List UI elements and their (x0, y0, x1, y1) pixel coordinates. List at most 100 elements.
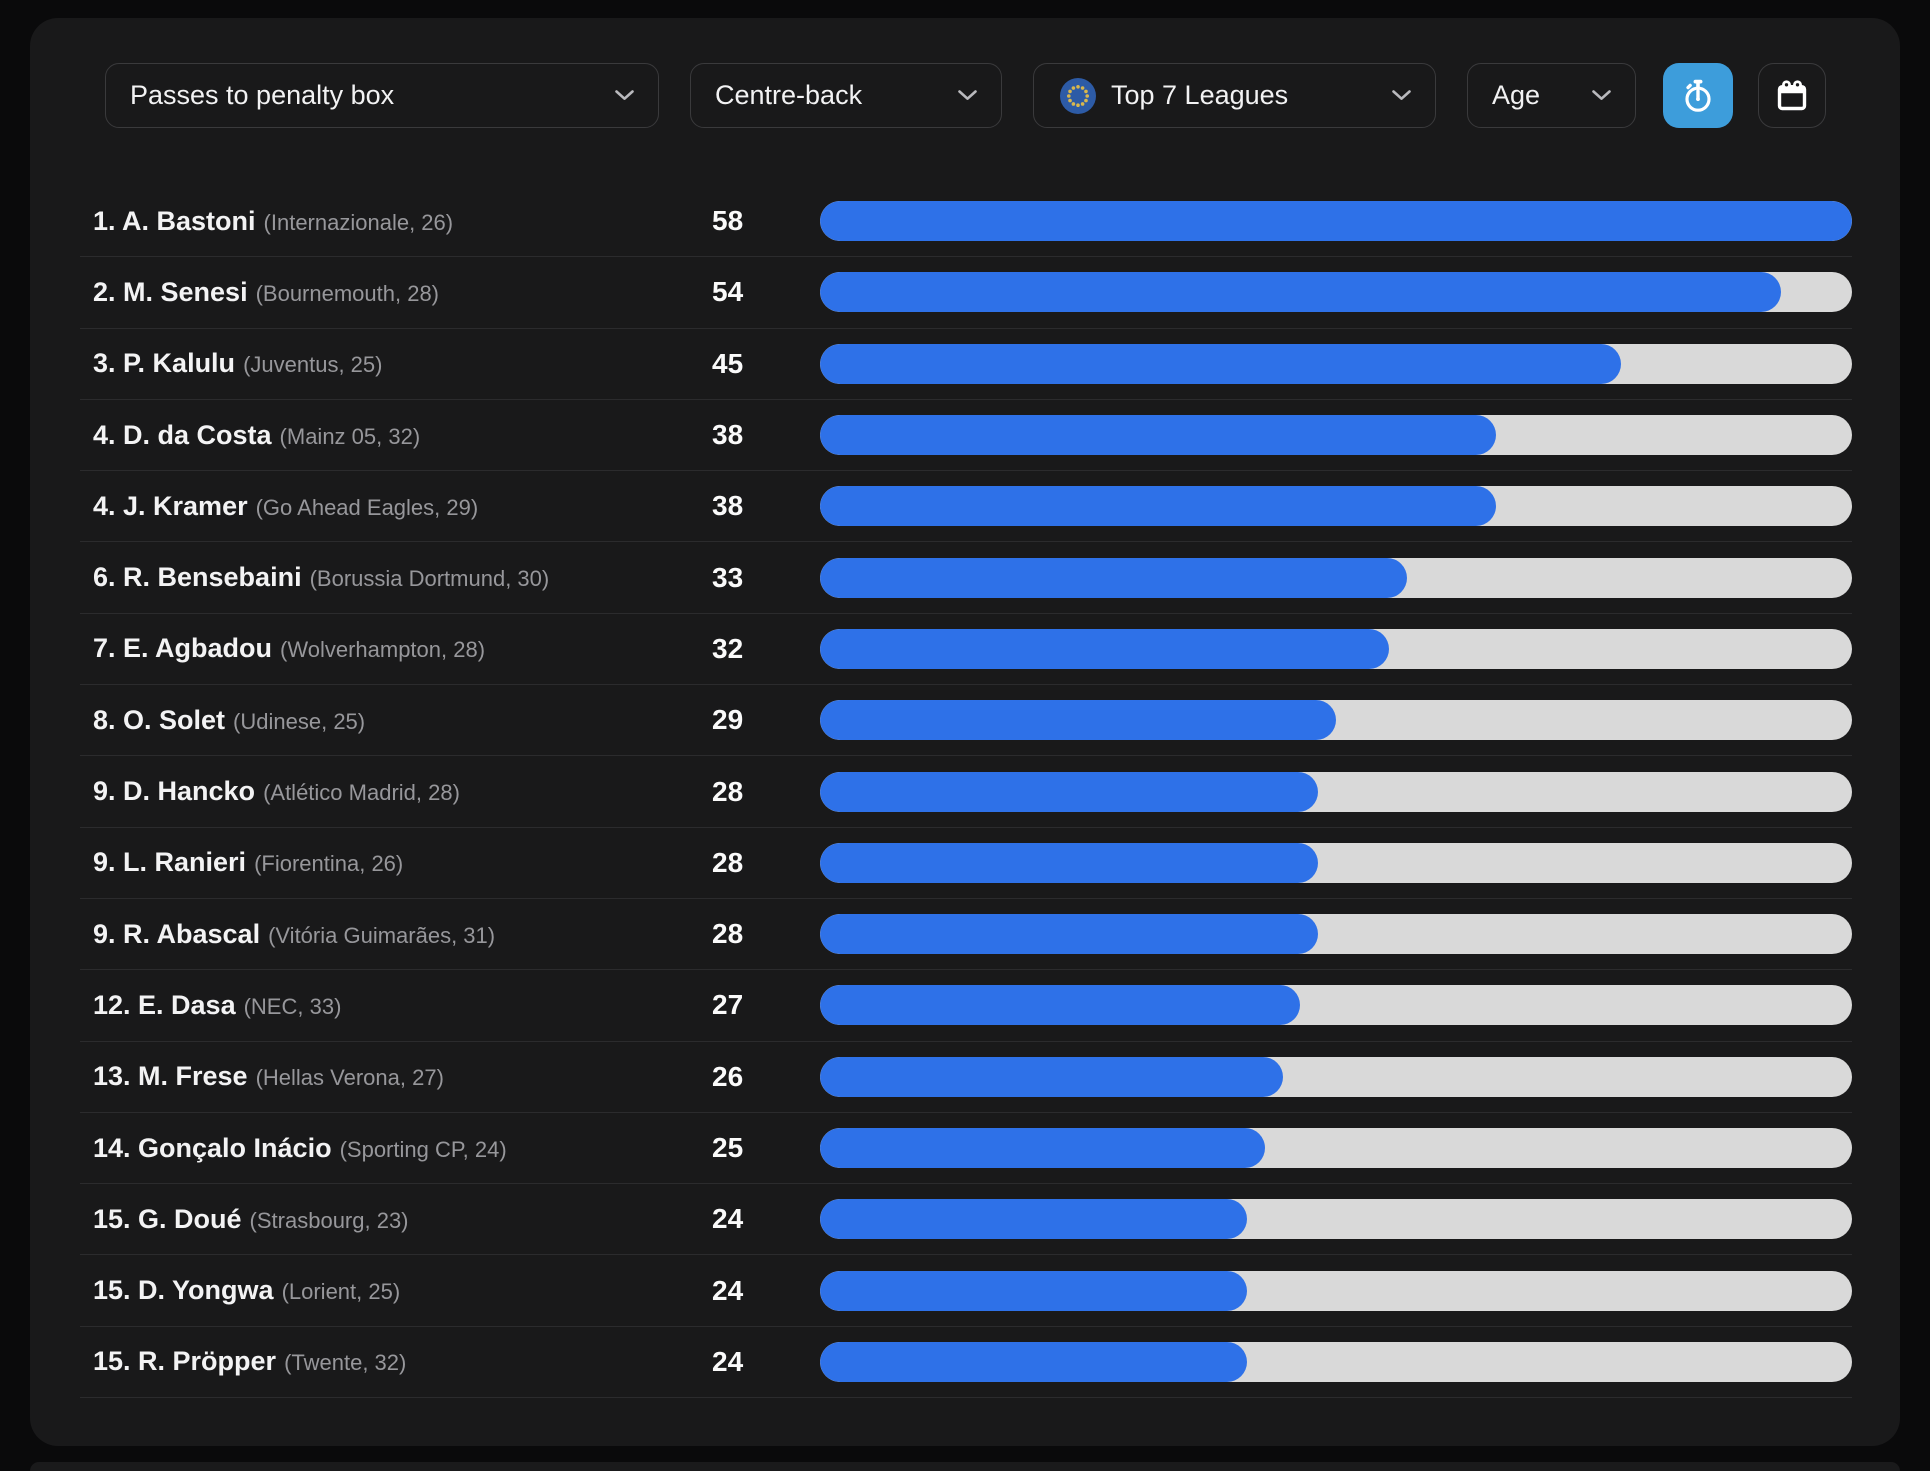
player-bar (820, 771, 1852, 812)
player-club-age: (Wolverhampton, 28) (280, 637, 486, 663)
player-rank-name: 15. R. Pröpper (93, 1346, 277, 1377)
player-label: 1. A. Bastoni (Internazionale, 26) (80, 206, 712, 237)
player-bar (820, 1199, 1852, 1240)
player-value: 54 (712, 276, 744, 308)
player-rank-name: 15. G. Doué (93, 1203, 242, 1234)
chevron-down-icon (1592, 90, 1611, 100)
player-label: 7. E. Agbadou (Wolverhampton, 28) (80, 633, 712, 664)
player-label: 9. R. Abascal (Vitória Guimarães, 31) (80, 919, 712, 950)
player-rank-name: 13. M. Frese (93, 1061, 248, 1092)
next-card-edge (30, 1462, 1900, 1471)
player-bar (820, 343, 1852, 384)
player-value: 24 (712, 1203, 744, 1235)
player-club-age: (Twente, 32) (284, 1350, 407, 1376)
player-value: 45 (712, 347, 744, 379)
player-value: 24 (712, 1345, 744, 1377)
player-label: 13. M. Frese (Hellas Verona, 27) (80, 1061, 712, 1092)
player-bar (820, 557, 1852, 598)
player-bar (820, 842, 1852, 883)
player-club-age: (Hellas Verona, 27) (255, 1065, 444, 1091)
player-label: 15. R. Pröpper (Twente, 32) (80, 1346, 712, 1377)
player-row[interactable]: 8. O. Solet (Udinese, 25) 29 (80, 685, 1852, 757)
player-value: 25 (712, 1132, 744, 1163)
player-label: 3. P. Kalulu (Juventus, 25) (80, 348, 712, 379)
player-row[interactable]: 9. D. Hancko (Atlético Madrid, 28) 28 (80, 756, 1852, 828)
stats-panel: Passes to penalty box Centre-back (30, 18, 1900, 1446)
player-bar-fill (820, 628, 1390, 669)
player-row[interactable]: 9. R. Abascal (Vitória Guimarães, 31) 28 (80, 899, 1852, 971)
player-rank-name: 2. M. Senesi (93, 276, 248, 307)
position-dropdown-label: Centre-back (715, 80, 863, 110)
player-row[interactable]: 4. D. da Costa (Mainz 05, 32) 38 (80, 400, 1852, 472)
player-bar-fill (820, 1128, 1265, 1168)
player-club-age: (Juventus, 25) (243, 352, 383, 378)
player-row[interactable]: 15. R. Pröpper (Twente, 32) 24 (80, 1327, 1852, 1399)
player-bar-fill (820, 201, 1852, 242)
player-value: 38 (712, 419, 744, 451)
player-bar-fill (820, 842, 1319, 883)
player-row[interactable]: 12. E. Dasa (NEC, 33) 27 (80, 970, 1852, 1042)
player-row[interactable]: 14. Gonçalo Inácio (Sporting CP, 24) 25 (80, 1113, 1852, 1185)
player-rank-name: 9. R. Abascal (93, 918, 261, 949)
player-bar-fill (820, 1270, 1248, 1311)
player-bar (820, 415, 1852, 456)
player-value: 24 (712, 1274, 744, 1306)
player-row[interactable]: 2. M. Senesi (Bournemouth, 28) 54 (80, 257, 1852, 329)
player-label: 9. L. Ranieri (Fiorentina, 26) (80, 847, 712, 878)
player-club-age: (Sporting CP, 24) (339, 1136, 507, 1162)
player-club-age: (Internazionale, 26) (263, 209, 454, 235)
player-rank-name: 14. Gonçalo Inácio (93, 1132, 332, 1163)
player-bar-fill (820, 343, 1621, 384)
player-value: 27 (712, 989, 744, 1021)
player-bar-fill (820, 1199, 1248, 1240)
player-bar-fill (820, 914, 1319, 955)
league-dropdown-label: Top 7 Leagues (1111, 80, 1289, 110)
player-bar (820, 486, 1852, 527)
player-row[interactable]: 13. M. Frese (Hellas Verona, 27) 26 (80, 1042, 1852, 1113)
player-row[interactable]: 9. L. Ranieri (Fiorentina, 26) 28 (80, 828, 1852, 899)
metric-dropdown[interactable]: Passes to penalty box (105, 63, 659, 128)
player-bar-fill (820, 272, 1781, 313)
timer-button[interactable] (1663, 63, 1733, 128)
chevron-down-icon (615, 90, 634, 100)
player-row[interactable]: 1. A. Bastoni (Internazionale, 26) 58 (80, 186, 1852, 258)
player-row[interactable]: 7. E. Agbadou (Wolverhampton, 28) 32 (80, 614, 1852, 686)
age-dropdown-label: Age (1492, 80, 1541, 110)
player-club-age: (NEC, 33) (243, 993, 342, 1019)
player-club-age: (Go Ahead Eagles, 29) (255, 494, 479, 520)
player-row[interactable]: 4. J. Kramer (Go Ahead Eagles, 29) 38 (80, 471, 1852, 543)
player-value: 28 (712, 846, 744, 878)
chevron-down-icon (1392, 90, 1411, 100)
player-value: 28 (712, 775, 744, 807)
player-value: 29 (712, 704, 744, 736)
league-dropdown[interactable]: Top 7 Leagues (1033, 63, 1436, 128)
player-row[interactable]: 15. D. Yongwa (Lorient, 25) 24 (80, 1255, 1852, 1327)
player-row[interactable]: 15. G. Doué (Strasbourg, 23) 24 (80, 1184, 1852, 1256)
stopwatch-icon (1685, 79, 1711, 112)
player-label: 8. O. Solet (Udinese, 25) (80, 705, 712, 736)
player-bar-fill (820, 486, 1497, 527)
player-rank-name: 9. D. Hancko (93, 776, 256, 807)
player-bar (820, 201, 1852, 242)
player-label: 15. D. Yongwa (Lorient, 25) (80, 1275, 712, 1306)
chevron-down-icon (958, 90, 977, 100)
player-label: 15. G. Doué (Strasbourg, 23) (80, 1204, 712, 1235)
player-bar (820, 1128, 1852, 1168)
player-club-age: (Fiorentina, 26) (254, 851, 404, 877)
player-bar (820, 914, 1852, 955)
player-rank-name: 1. A. Bastoni (93, 205, 256, 236)
player-row[interactable]: 6. R. Bensebaini (Borussia Dortmund, 30) 3… (80, 542, 1852, 614)
calendar-button[interactable] (1758, 63, 1826, 128)
player-ranking-list: 1. A. Bastoni (Internazionale, 26) 58 2. M.… (80, 186, 1852, 1399)
player-rank-name: 8. O. Solet (93, 704, 226, 735)
player-row[interactable]: 3. P. Kalulu (Juventus, 25) 45 (80, 329, 1852, 400)
player-club-age: (Strasbourg, 23) (249, 1207, 409, 1233)
player-bar-fill (820, 771, 1319, 812)
player-rank-name: 7. E. Agbadou (93, 633, 273, 664)
age-dropdown[interactable]: Age (1467, 63, 1636, 128)
player-bar (820, 700, 1852, 741)
position-dropdown[interactable]: Centre-back (690, 63, 1002, 128)
eu-flag-icon (1060, 77, 1096, 114)
player-label: 4. J. Kramer (Go Ahead Eagles, 29) (80, 491, 712, 522)
player-label: 9. D. Hancko (Atlético Madrid, 28) (80, 776, 712, 807)
